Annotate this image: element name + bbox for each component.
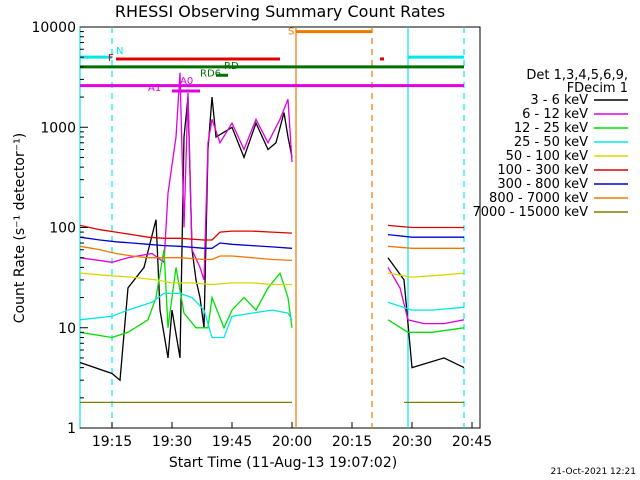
y-tick-label: 1: [67, 421, 76, 437]
x-tick-label: 20:45: [452, 434, 492, 450]
legend-header-detectors: Det 1,3,4,5,6,9,: [526, 68, 628, 83]
flag-label-s: S: [288, 27, 294, 38]
legend-label: 100 - 300 keV: [497, 163, 588, 178]
series-line-0: [79, 97, 465, 382]
x-tick-label: 20:30: [392, 434, 432, 450]
x-tick-label: 20:00: [272, 434, 312, 450]
flag-label-n: N: [116, 46, 123, 57]
x-tick-label: 19:45: [212, 434, 252, 450]
x-tick-label: 20:15: [332, 434, 372, 450]
y-tick-label: 100: [49, 221, 76, 237]
legend-label: 50 - 100 keV: [506, 149, 589, 164]
legend-label: 300 - 800 keV: [497, 177, 588, 192]
flag-label-rd: RD: [224, 61, 239, 72]
series-line-1: [79, 72, 465, 325]
footer-timestamp: 21-Oct-2021 12:21: [551, 467, 636, 477]
y-axis: 1 10 100 1000 10000: [31, 20, 88, 437]
series-line-4: [79, 272, 465, 286]
x-tick-label: 19:15: [92, 434, 132, 450]
x-axis-label: Start Time (11-Aug-13 19:07:02): [169, 455, 397, 471]
flag-label-a1: A1: [148, 83, 161, 94]
series-line-3: [79, 292, 465, 339]
series-line-2: [79, 249, 465, 339]
chart-title: RHESSI Observing Summary Count Rates: [115, 2, 445, 21]
series-line-5: [79, 224, 464, 241]
legend-label: 3 - 6 keV: [530, 93, 588, 108]
legend-label: 25 - 50 keV: [514, 135, 588, 150]
y-tick-label: 1000: [40, 120, 76, 136]
legend-label: 6 - 12 keV: [522, 107, 588, 122]
legend-label: 12 - 25 keV: [514, 121, 588, 136]
legend-label: 800 - 7000 keV: [489, 191, 588, 206]
x-tick-label: 19:30: [152, 434, 192, 450]
flag-label-rd6: RD6: [200, 69, 221, 80]
flag-label-a0: A0: [180, 76, 193, 87]
x-axis: 19:15 19:30 19:45 20:00 20:15 20:30 20:45: [92, 422, 492, 450]
y-axis-label: Count Rate (s⁻¹ detector⁻¹): [12, 133, 28, 323]
series-line-6: [79, 233, 464, 249]
flag-label-f: F: [108, 53, 114, 64]
legend-label: 7000 - 15000 keV: [473, 205, 589, 220]
y-tick-label: 10000: [31, 20, 76, 36]
series-line-7: [79, 245, 464, 262]
legend-header-decim: FDecim 1: [567, 81, 628, 96]
y-tick-label: 10: [58, 321, 76, 337]
